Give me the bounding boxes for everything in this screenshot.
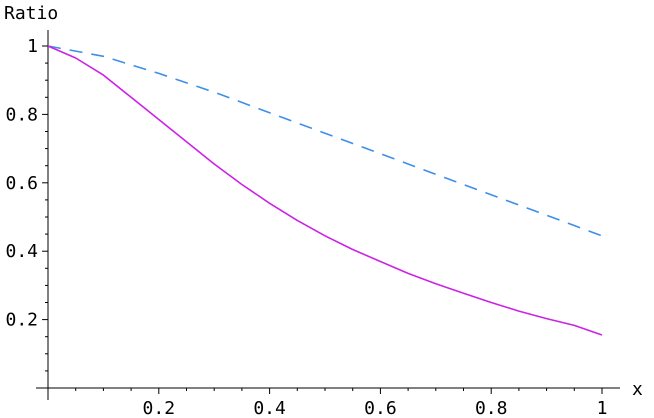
series-line-dashed (47, 45, 603, 237)
series-line-solid (47, 45, 603, 336)
x-tick-label: 1 (597, 398, 608, 418)
x-axis-label: x (632, 379, 643, 400)
tick-group: 0.2 0.4 0.6 0.8 1 0.2 0.4 0.6 0.8 1 (5, 36, 607, 418)
y-tick-label: 0.6 (5, 173, 38, 194)
y-tick-label: 0.4 (5, 241, 38, 262)
x-tick-label: 0.2 (143, 398, 176, 418)
axes (36, 30, 620, 400)
y-axis-label: Ratio (4, 3, 58, 24)
x-tick-label: 0.8 (475, 398, 508, 418)
series-group (47, 45, 603, 336)
y-tick-label: 1 (27, 36, 38, 57)
y-tick-label: 0.8 (5, 104, 38, 125)
x-tick-label: 0.6 (364, 398, 397, 418)
y-tick-label: 0.2 (5, 310, 38, 331)
x-tick-label: 0.4 (253, 398, 286, 418)
